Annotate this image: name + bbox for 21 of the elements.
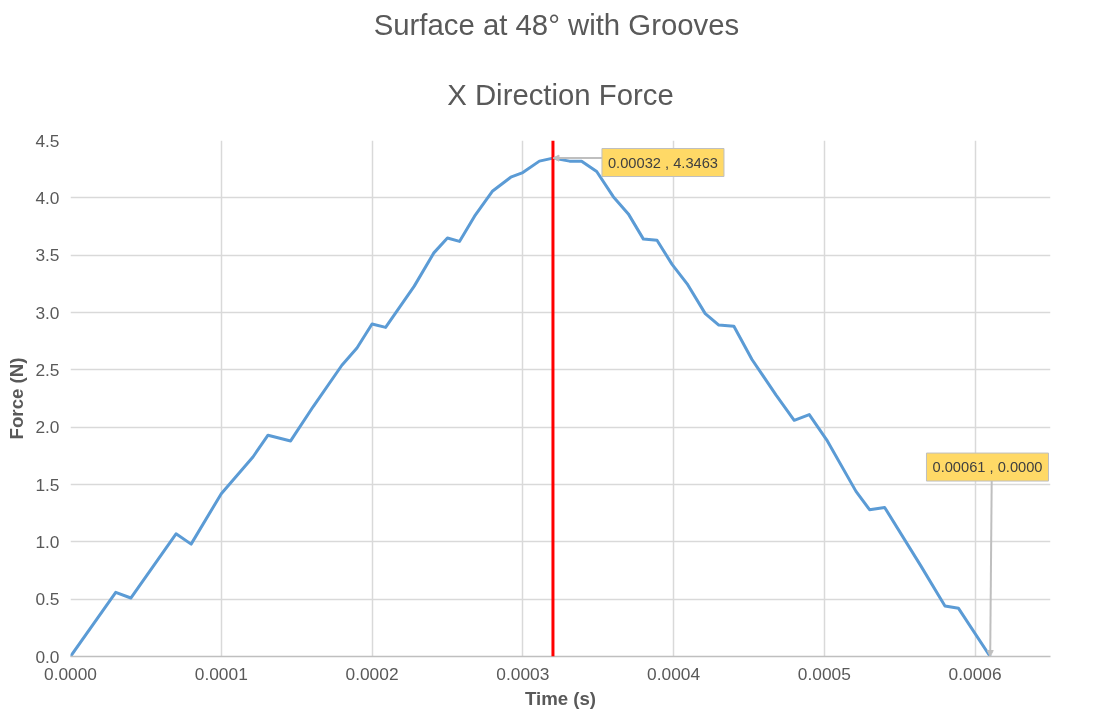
- y-tick-label: 1.0: [35, 531, 60, 552]
- y-tick-label: 1.5: [35, 474, 60, 495]
- x-tick-label: 0.0005: [797, 663, 851, 684]
- x-axis-title: Time (s): [524, 687, 597, 709]
- y-tick-label: 3.5: [35, 245, 60, 266]
- chart-title: Surface at 48° with Grooves: [373, 7, 740, 41]
- y-tick-label: 0.5: [35, 589, 60, 610]
- x-tick-label: 0.0006: [948, 663, 1002, 684]
- x-tick-label: 0.0002: [345, 663, 399, 684]
- annotation: 0.00032 , 4.3463: [607, 154, 718, 171]
- x-tick-label: 0.0003: [496, 663, 550, 684]
- y-tick-label: 4.0: [35, 187, 60, 208]
- y-tick-label: 3.0: [35, 302, 60, 323]
- y-tick-label: 2.5: [35, 359, 60, 380]
- x-tick-label: 0.0004: [647, 663, 701, 684]
- annotation: 0.00061 , 0.0000: [932, 459, 1043, 476]
- y-axis-title: Force (N): [6, 357, 28, 440]
- x-tick-label: 0.0001: [194, 663, 248, 684]
- y-tick-label: 2.0: [35, 417, 60, 438]
- chart-subtitle: X Direction Force: [447, 77, 674, 111]
- y-tick-label: 4.5: [35, 130, 60, 151]
